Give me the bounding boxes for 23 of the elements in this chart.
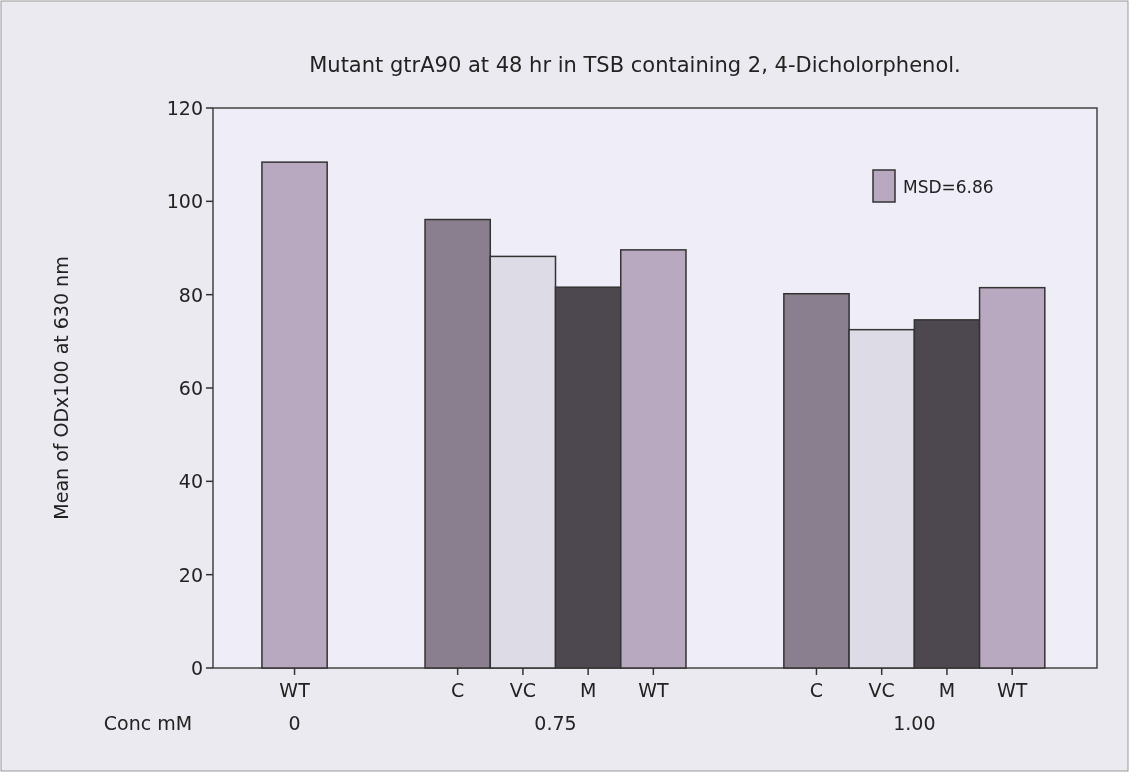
y-tick-label: 0	[190, 657, 203, 679]
legend-label: MSD=6.86	[903, 177, 994, 197]
x-tick-label: VC	[509, 679, 537, 701]
x-tick-label: C	[809, 679, 824, 701]
x-tick-label: M	[579, 679, 597, 701]
y-tick-label: 20	[178, 563, 203, 586]
y-axis-title: Mean of ODx100 at 630 nm	[50, 256, 72, 520]
x-tick-label: WT	[638, 679, 669, 701]
text: 0.75	[534, 712, 577, 734]
x-tick-label: M	[938, 679, 956, 701]
y-tick-label: 100	[166, 190, 203, 213]
text: 1.00	[893, 712, 936, 734]
y-tick-label: 60	[178, 377, 203, 399]
x-tick-label: WT	[279, 679, 311, 701]
text: Conc mM	[103, 712, 193, 734]
x-tick-label: WT	[996, 679, 1028, 701]
text: 0	[288, 712, 301, 734]
y-tick-label: 120	[166, 97, 203, 119]
chart-title: Mutant gtrA90 at 48 hr in TSB containing 2, 4-Dicholorphenol.	[309, 53, 961, 77]
x-tick-label: C	[451, 679, 465, 701]
y-tick-label: 40	[178, 470, 203, 493]
x-tick-label: VC	[868, 679, 895, 701]
y-tick-label: 80	[178, 283, 203, 306]
